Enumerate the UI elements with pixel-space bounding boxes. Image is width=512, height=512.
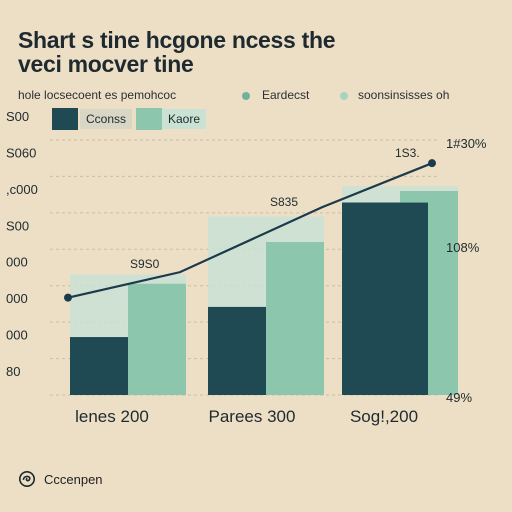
- x-category-label: Sog!,200: [350, 407, 418, 426]
- chart-title: Shart s tine hcgone ncess the veci mocve…: [18, 27, 336, 77]
- subheader-text-2: Eardecst: [262, 88, 310, 102]
- x-category-label: lenes 200: [75, 407, 149, 426]
- subheader-text-3: soonsinsisses oh: [358, 88, 450, 102]
- bar-mint: [266, 242, 324, 395]
- x-category-label: Parees 300: [209, 407, 296, 426]
- bar-dark-wide: [342, 202, 428, 395]
- trend-line: [64, 159, 436, 302]
- y-right-tick-label: 1#30%: [446, 136, 487, 151]
- y-tick-label: ,c000: [6, 182, 38, 197]
- y-tick-label: S00: [6, 109, 29, 124]
- legend-label-1: Cconss: [80, 109, 133, 129]
- legend-swatch-dark: [52, 108, 78, 130]
- data-label: S835: [270, 195, 298, 209]
- line-path: [67, 162, 433, 299]
- bar-mint: [128, 283, 186, 395]
- y-right-tick-label: 49%: [446, 390, 472, 405]
- legend-swatch-mint: [136, 108, 162, 130]
- legend-label-2: Kaore: [162, 109, 207, 129]
- bar-dark: [208, 306, 266, 395]
- subheader-text-1: hole locsecoent es pemohcoc: [18, 88, 177, 102]
- line-marker: [428, 159, 436, 168]
- y-tick-label: S060: [6, 145, 36, 160]
- swirl-logo-icon: [18, 470, 36, 488]
- data-label: S9S0: [130, 257, 160, 271]
- data-label: 1S3.: [395, 146, 420, 160]
- y-tick-label: 000: [6, 328, 28, 343]
- footer-brand-text: Cccenpen: [44, 472, 103, 487]
- y-tick-label: 000: [6, 291, 28, 306]
- subheader-dot-1: [242, 92, 250, 100]
- chart-title-line-2: veci mocver tine: [18, 51, 194, 77]
- line-marker: [64, 293, 72, 302]
- y-right-tick-label: 108%: [446, 240, 480, 255]
- y-tick-label: 000: [6, 255, 28, 270]
- subheader-dot-2: [340, 92, 348, 100]
- chart-title-line-1: Shart s tine hcgone ncess the: [18, 27, 336, 53]
- y-tick-label: S00: [6, 218, 29, 233]
- bar-dark: [70, 337, 128, 395]
- bar-group: [70, 186, 458, 395]
- y-tick-label: 80: [6, 364, 20, 379]
- axis-labels: S00 S060 ,c000 S00 000 000 000 80 1#30% 108% 49% S9…: [6, 109, 487, 426]
